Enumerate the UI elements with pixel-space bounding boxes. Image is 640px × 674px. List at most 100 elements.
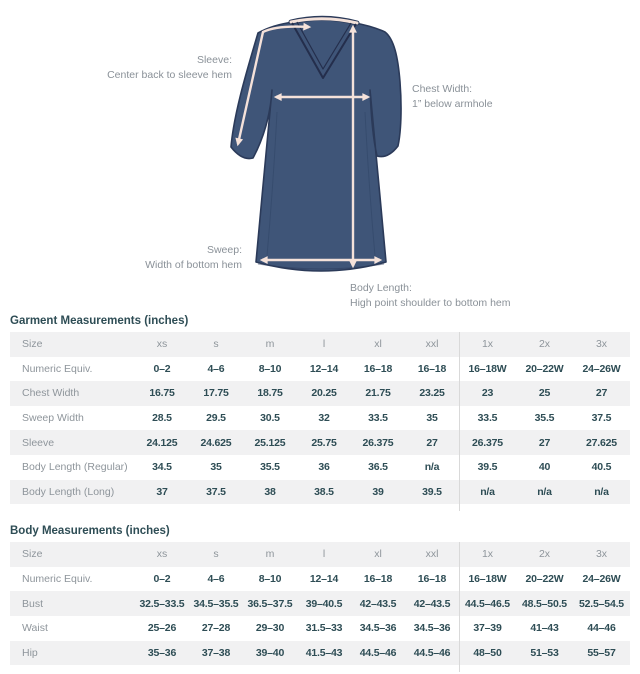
size-header-row: Size xs s m l xl xxl 1x 2x 3x (10, 542, 630, 567)
table-cell: 37.5 (189, 479, 243, 505)
table-cell: 41.5–43 (297, 640, 351, 666)
size-column-header: s (189, 332, 243, 357)
garment-measurements-section: Garment Measurements (inches) Size xs s m l x… (10, 310, 630, 512)
table-cell: 44.5–46.5 (459, 591, 516, 616)
table-row: Sweep Width 28.5 29.5 30.5 32 33.5 35 33.5 35.5 3… (10, 406, 630, 431)
size-column-header: 2x (516, 332, 573, 357)
row-label: Hip (10, 640, 135, 666)
row-label: Size (10, 542, 135, 567)
table-cell: 16–18W (468, 362, 507, 375)
table-cell: 16.75 (135, 381, 189, 406)
size-column-header: m (243, 542, 297, 567)
table-cell: 18.75 (243, 381, 297, 406)
hem-fold (257, 263, 385, 270)
table-cell: 16–18 (363, 573, 393, 586)
table-cell: 27 (405, 430, 459, 455)
table-cell: 26.375 (351, 430, 405, 455)
table-cell: 37.5 (591, 412, 612, 425)
table-cell: 41–43 (530, 622, 559, 635)
sleeve-callout-desc: Center back to sleeve hem (107, 68, 232, 81)
table-cell: 12–14 (309, 362, 339, 375)
table-cell: 44–46 (587, 622, 616, 635)
table-cell: 38 (243, 479, 297, 505)
table-cell: 36 (318, 461, 330, 474)
table-row: Chest Width 16.75 17.75 18.75 20.25 21.75 23.2… (10, 381, 630, 406)
size-header-row: Size xs s m l xl xxl 1x 2x 3x (10, 332, 630, 357)
table-cell: 23.25 (405, 381, 459, 406)
table-cell: 35 (426, 412, 438, 425)
measurements-table: Size xs s m l xl xxl 1x 2x 3x Numeric Equiv. 0–2 4–6… (10, 542, 630, 666)
table-cell: 25.125 (243, 430, 297, 455)
table-cell: 48.5–50.5 (516, 591, 573, 616)
sweep-callout-desc: Width of bottom hem (145, 258, 242, 271)
table-row: Bust 32.5–33.5 34.5–35.5 36.5–37.5 39–40.5 42… (10, 591, 630, 616)
size-column-header: xl (351, 332, 405, 357)
table-cell: 39–40 (243, 640, 297, 666)
table-cell: 36.5–37.5 (243, 591, 297, 616)
size-column-header: 3x (573, 542, 630, 567)
table-cell: 40 (538, 461, 551, 474)
garment-measurements-table: Size xs s m l xl xxl 1x 2x 3x Numeric Equiv. 0–2 4–6… (10, 332, 630, 512)
table-cell: n/a (516, 479, 573, 505)
table-cell: 32.5–33.5 (135, 591, 189, 616)
measurements-table: Size xs s m l xl xxl 1x 2x 3x Numeric Equiv. 0–2 4–6… (10, 332, 630, 505)
plus-size-divider (459, 332, 460, 512)
table-cell: 24–26W (582, 362, 621, 375)
table-cell: 37–39 (473, 622, 502, 635)
table-cell: 24–26W (582, 573, 621, 586)
table-cell: 44.5–46 (351, 640, 405, 666)
table-cell: 0–2 (153, 362, 171, 375)
table-row: Hip 35–36 37–38 39–40 41.5–43 44.5–46 44.5–46 4… (10, 640, 630, 666)
size-column-header: 3x (573, 332, 630, 357)
body-length-callout-title: Body Length: (350, 282, 412, 294)
table-cell: 34.5–36 (359, 622, 397, 635)
table-cell: 40.5 (591, 461, 612, 474)
table-cell: 35 (210, 461, 222, 474)
table-cell: 35–36 (135, 640, 189, 666)
plus-size-divider (459, 542, 460, 673)
row-label: Body Length (Long) (10, 479, 135, 505)
table-cell: 8–10 (258, 362, 282, 375)
row-label: Size (10, 332, 135, 357)
measurement-arrows (235, 22, 383, 269)
table-cell: 38.5 (297, 479, 351, 505)
table-cell: 39.5 (405, 479, 459, 505)
row-label: Sweep Width (22, 412, 84, 425)
table-cell: 23 (459, 381, 516, 406)
row-label: Chest Width (10, 381, 135, 406)
table-cell: n/a (573, 479, 630, 505)
table-cell: 34.5–36 (413, 622, 451, 635)
table-cell: 24.125 (135, 430, 189, 455)
table-row: Numeric Equiv. 0–2 4–6 8–10 12–14 16–18 16–18 1… (10, 357, 630, 382)
table-cell: 30.5 (260, 412, 280, 425)
table-cell: 35.5 (534, 412, 555, 425)
table-cell: 33.5 (477, 412, 498, 425)
size-column-header: 1x (459, 542, 516, 567)
table-cell: 42–43.5 (405, 591, 459, 616)
body-length-callout-desc: High point shoulder to bottom hem (350, 296, 511, 309)
table-cell: 31.5–33 (305, 622, 343, 635)
size-column-header: xxl (405, 542, 459, 567)
chest-width-callout: Chest Width: 1” below armhole (412, 82, 493, 111)
row-label: Sleeve (10, 430, 135, 455)
size-column-header: xs (135, 332, 189, 357)
table-cell: 29–30 (255, 622, 285, 635)
table-cell: 16–18 (417, 573, 447, 586)
table-cell: n/a (424, 461, 440, 474)
sleeve-callout-title: Sleeve: (196, 54, 232, 66)
table-cell: 17.75 (189, 381, 243, 406)
table-cell: 48–50 (459, 640, 516, 666)
table-cell: 4–6 (207, 573, 225, 586)
table-cell: 21.75 (351, 381, 405, 406)
table-row: Numeric Equiv. 0–2 4–6 8–10 12–14 16–18 16–18 1… (10, 567, 630, 592)
body-measurements-table: Size xs s m l xl xxl 1x 2x 3x Numeric Equiv. 0–2 4–6… (10, 542, 630, 673)
row-label: Bust (10, 591, 135, 616)
table-cell: 35.5 (260, 461, 280, 474)
table-cell: 29.5 (206, 412, 226, 425)
table-cell: 27 (573, 381, 630, 406)
table-row: Body Length (Regular) 34.5 35 35.5 36 36.5 n/a… (10, 455, 630, 480)
table-cell: 28.5 (152, 412, 172, 425)
table-cell: 16–18 (363, 362, 393, 375)
body-length-callout: Body Length: High point shoulder to bott… (350, 281, 511, 310)
